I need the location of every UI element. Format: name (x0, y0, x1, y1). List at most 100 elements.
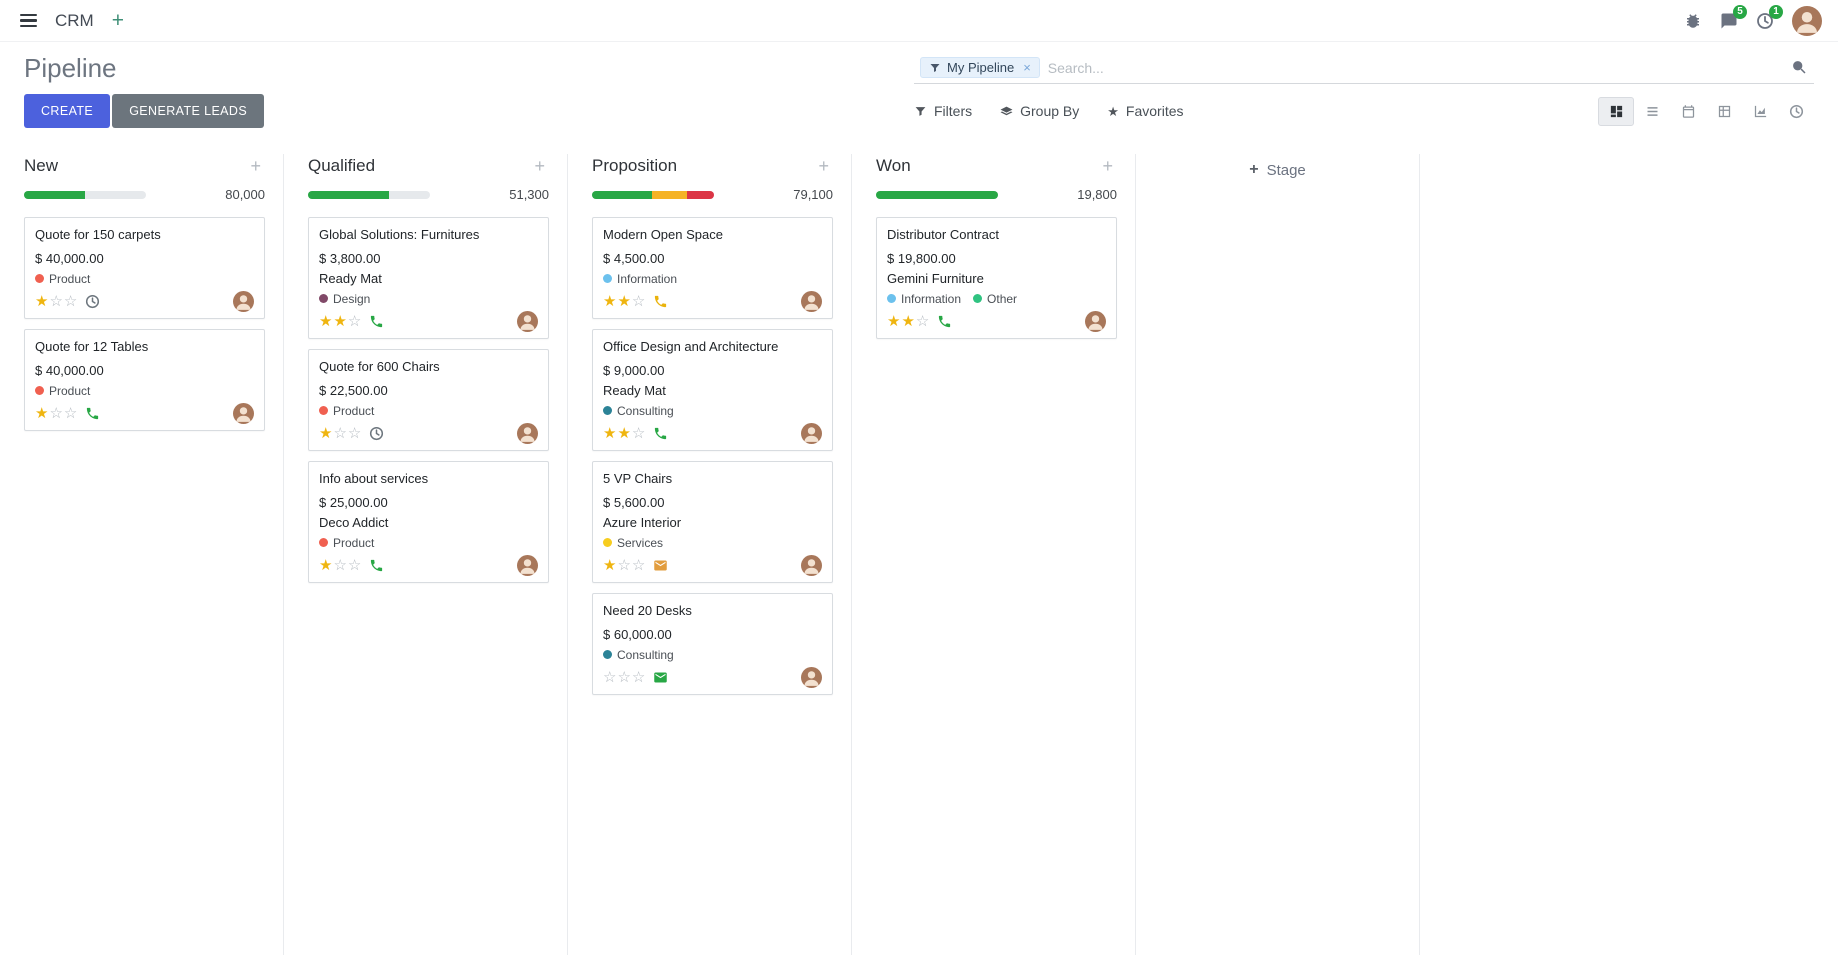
star-empty-icon[interactable]: ☆ (63, 292, 78, 310)
progress-segment-planned[interactable] (308, 190, 389, 199)
star-filled-icon[interactable]: ★ (603, 556, 617, 574)
search-input[interactable] (1047, 59, 1783, 76)
graph-view-button[interactable] (1742, 97, 1778, 126)
star-filled-icon[interactable]: ★ (603, 424, 617, 442)
star-filled-icon[interactable]: ★ (901, 312, 915, 330)
column-quick-create-button[interactable]: + (246, 157, 265, 175)
star-filled-icon[interactable]: ★ (319, 556, 333, 574)
clock-icon[interactable] (85, 294, 100, 309)
star-empty-icon[interactable]: ☆ (631, 556, 646, 574)
tag-label: Consulting (617, 647, 674, 662)
envelope-icon[interactable] (653, 558, 668, 573)
star-empty-icon[interactable]: ☆ (631, 668, 646, 686)
list-view-button[interactable] (1634, 97, 1670, 126)
star-empty-icon[interactable]: ☆ (347, 424, 362, 442)
card-amount: $ 22,500.00 (319, 382, 388, 398)
star-empty-icon[interactable]: ☆ (49, 404, 63, 422)
card-tag: Services (603, 536, 663, 550)
progress-segment-planned[interactable] (592, 190, 652, 199)
column-title[interactable]: Qualified (308, 156, 376, 175)
star-filled-icon[interactable]: ★ (35, 404, 49, 422)
phone-icon[interactable] (85, 406, 100, 421)
star-empty-icon[interactable]: ☆ (347, 312, 362, 330)
column-header: New + (24, 156, 265, 176)
group-by-menu[interactable]: Group By (1000, 103, 1079, 119)
star-empty-icon[interactable]: ☆ (333, 424, 347, 442)
phone-icon[interactable] (937, 314, 952, 329)
kanban-card[interactable]: Global Solutions: Furnitures $ 3,800.00 … (308, 217, 549, 339)
star-empty-icon[interactable]: ☆ (63, 404, 78, 422)
user-avatar[interactable] (1792, 5, 1822, 36)
star-empty-icon[interactable]: ☆ (347, 556, 362, 574)
star-empty-icon[interactable]: ☆ (49, 292, 63, 310)
progress-segment-overdue[interactable] (687, 190, 714, 199)
kanban-card[interactable]: Need 20 Desks $ 60,000.00 Consulting ☆ ☆ ☆ (592, 592, 833, 695)
activity-view-button[interactable] (1778, 97, 1814, 126)
star-empty-icon[interactable]: ☆ (631, 424, 646, 442)
star-empty-icon[interactable]: ☆ (333, 556, 347, 574)
phone-icon[interactable] (369, 558, 384, 573)
star-empty-icon[interactable]: ☆ (631, 292, 646, 310)
star-filled-icon[interactable]: ★ (319, 424, 333, 442)
envelope-icon[interactable] (653, 670, 668, 685)
pivot-view-button[interactable] (1706, 97, 1742, 126)
debug-bug-icon[interactable] (1684, 12, 1702, 30)
star-filled-icon[interactable]: ★ (35, 292, 49, 310)
kanban-card[interactable]: Quote for 12 Tables $ 40,000.00 Product … (24, 328, 265, 431)
facet-remove-icon[interactable]: × (1023, 60, 1031, 75)
star-filled-icon[interactable]: ★ (319, 312, 333, 330)
star-filled-icon[interactable]: ★ (617, 424, 631, 442)
column-quick-create-button[interactable]: + (1098, 157, 1117, 175)
star-empty-icon[interactable]: ☆ (617, 668, 631, 686)
progress-segment-planned[interactable] (24, 190, 85, 199)
column-title[interactable]: Won (876, 156, 911, 175)
phone-icon[interactable] (653, 426, 668, 441)
column-title[interactable]: Proposition (592, 156, 678, 175)
phone-icon[interactable] (653, 294, 668, 309)
star-filled-icon[interactable]: ★ (603, 292, 617, 310)
kanban-card[interactable]: Distributor Contract $ 19,800.00 Gemini … (876, 217, 1117, 339)
search-facet[interactable]: My Pipeline × (920, 57, 1040, 78)
star-filled-icon[interactable]: ★ (617, 292, 631, 310)
kanban-card[interactable]: Info about services $ 25,000.00 Deco Add… (308, 460, 549, 583)
kanban-card[interactable]: Quote for 150 carpets $ 40,000.00 Produc… (24, 217, 265, 319)
search-bar[interactable]: My Pipeline × (914, 52, 1814, 84)
messages-button[interactable]: 5 (1720, 4, 1747, 30)
calendar-view-button[interactable] (1670, 97, 1706, 126)
tag-color-dot (603, 274, 612, 284)
kanban-view-button[interactable] (1598, 96, 1634, 126)
column-quick-create-button[interactable]: + (530, 157, 549, 175)
kanban-card[interactable]: Quote for 600 Chairs $ 22,500.00 Product… (308, 348, 549, 451)
column-progressbar[interactable] (308, 190, 430, 199)
star-empty-icon[interactable]: ☆ (617, 556, 631, 574)
column-progressbar[interactable] (24, 190, 146, 199)
activities-button[interactable]: 1 (1756, 4, 1783, 30)
filters-menu[interactable]: Filters (914, 103, 972, 119)
star-empty-icon[interactable]: ☆ (915, 312, 930, 330)
kanban-card[interactable]: Office Design and Architecture $ 9,000.0… (592, 328, 833, 451)
column-quick-create-button[interactable]: + (814, 157, 833, 175)
navbar-plus-button[interactable]: + (111, 9, 124, 32)
column-title[interactable]: New (24, 156, 59, 175)
tag-label: Information (901, 291, 962, 306)
search-icon[interactable] (1791, 59, 1808, 76)
column-progressbar[interactable] (592, 190, 714, 199)
kanban-card[interactable]: 5 VP Chairs $ 5,600.00 Azure Interior Se… (592, 460, 833, 583)
add-stage-button[interactable]: + Stage (1249, 158, 1306, 182)
star-filled-icon[interactable]: ★ (887, 312, 901, 330)
generate-leads-button[interactable]: GENERATE LEADS (112, 94, 265, 128)
star-filled-icon[interactable]: ★ (333, 312, 347, 330)
kanban-card[interactable]: Modern Open Space $ 4,500.00 Information… (592, 217, 833, 319)
card-tags: Consulting (603, 648, 822, 662)
favorites-menu[interactable]: ★ Favorites (1107, 103, 1184, 119)
column-progressbar[interactable] (876, 190, 998, 199)
tag-label: Product (333, 535, 375, 550)
app-name[interactable]: CRM (55, 10, 94, 30)
apps-menu-button[interactable] (16, 10, 41, 32)
create-button[interactable]: CREATE (24, 94, 111, 128)
progress-segment-planned[interactable] (876, 190, 998, 199)
clock-icon[interactable] (369, 426, 384, 441)
star-empty-icon[interactable]: ☆ (603, 668, 617, 686)
progress-segment-today[interactable] (651, 190, 688, 199)
phone-icon[interactable] (369, 314, 384, 329)
